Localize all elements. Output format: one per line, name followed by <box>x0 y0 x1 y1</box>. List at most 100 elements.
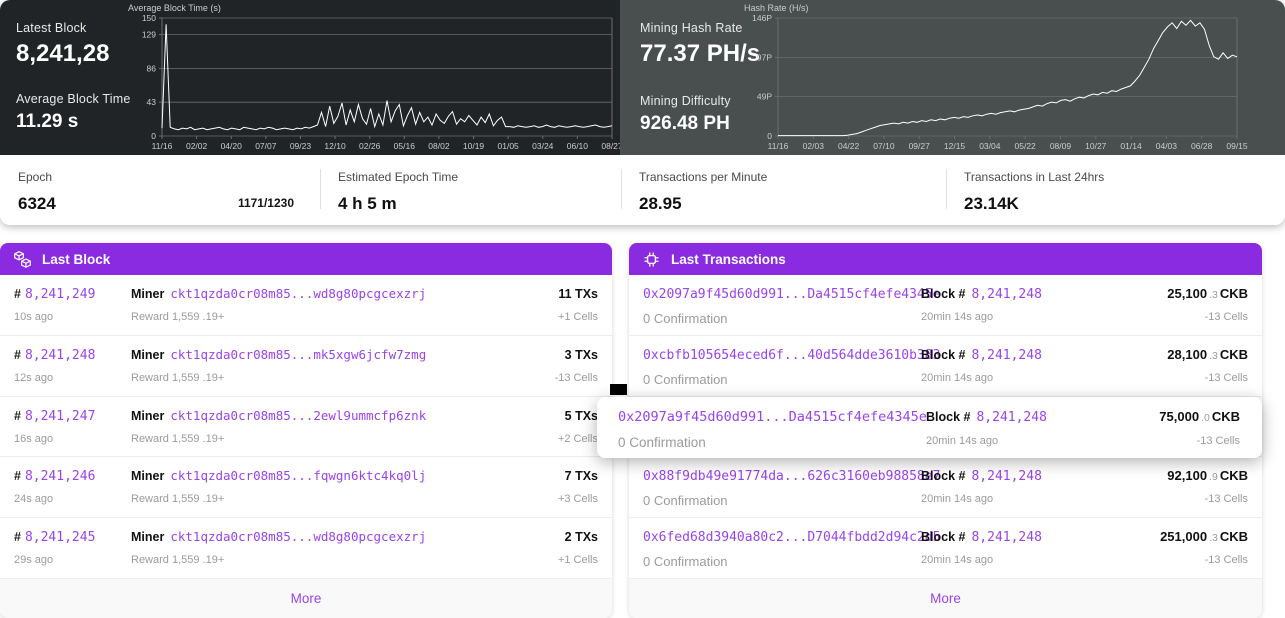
cells-delta: -13 Cells <box>1196 435 1240 447</box>
hash-prefix: # <box>14 347 21 362</box>
block-number-link[interactable]: #8,241,245 <box>14 530 96 546</box>
svg-text:12/10: 12/10 <box>324 141 346 151</box>
svg-text:43: 43 <box>147 97 157 107</box>
confirmation-status: 0 Confirmation <box>643 371 728 387</box>
svg-text:02/03: 02/03 <box>803 141 825 151</box>
ckb-unit: CKB <box>1219 529 1248 545</box>
tx-hash-link[interactable]: 0x2097a9f45d60d991...Da4515cf4efe4345e <box>643 287 941 302</box>
svg-text:08/02: 08/02 <box>428 141 450 151</box>
epoch-progress: 1171/1230 <box>237 196 294 210</box>
cells-delta: +3 Cells <box>557 493 598 506</box>
svg-text:03/04: 03/04 <box>979 141 1001 151</box>
miner-label: Miner <box>131 347 165 362</box>
metric-epoch: Epoch 6324 1171/1230 <box>0 155 320 225</box>
metric-epoch-time-label: Estimated Epoch Time <box>338 170 459 184</box>
miner-address-link[interactable]: ckt1qzda0cr08m85...wd8g80pcgcexzrj <box>170 286 427 301</box>
svg-text:129: 129 <box>142 30 156 40</box>
tx-count: 3 TXs <box>564 347 598 362</box>
avg-block-time-value: 11.29 s <box>16 111 79 132</box>
tx-age: 20min 14s ago <box>921 371 994 384</box>
latest-block-stat: Latest Block 8,241,28 <box>16 21 109 68</box>
svg-text:07/10: 07/10 <box>873 141 895 151</box>
block-time-chart: Average Block Time (s)150 129 86 43 011/16 02… <box>128 3 623 151</box>
avg-block-time-label: Average Block Time <box>16 92 131 106</box>
metrics-strip: Epoch 6324 1171/1230 Estimated Epoch Tim… <box>0 155 1285 225</box>
tx-hash-link[interactable]: 0x6fed68d3940a80c2...D7044fbdd2d94c2d5 <box>643 530 941 546</box>
transaction-row: 0x2097a9f45d60d991...Da4515cf4efe4345e B… <box>629 275 1262 335</box>
tx-amount: 28,100.3 CKB <box>1167 346 1248 362</box>
last-block-title: Last Block <box>42 251 111 267</box>
cells-delta: -13 Cells <box>554 371 598 384</box>
svg-text:Average Block Time (s): Average Block Time (s) <box>128 3 221 13</box>
latest-block-label: Latest Block <box>16 21 87 35</box>
metric-tx24h-value: 23.14K <box>964 194 1019 213</box>
miner-address-link[interactable]: ckt1qzda0cr08m85...2ewl9ummcfp6znk <box>170 407 427 423</box>
more-transactions-button[interactable]: More <box>930 591 961 606</box>
hovered-transaction-popup[interactable]: 0x2097a9f45d60d991...Da4515cf4efe4345e B… <box>597 397 1262 458</box>
tx-hash-link[interactable]: 0x2097a9f45d60d991...Da4515cf4efe4345e <box>618 409 927 425</box>
cells-delta: +1 Cells <box>557 554 598 567</box>
overview-charts-area: Latest Block 8,241,28 Average Block Time… <box>0 0 1285 155</box>
hash-rate-label: Mining Hash Rate <box>640 21 743 35</box>
miner-address-link[interactable]: ckt1qzda0cr08m85...wd8g80pcgcexzrj <box>170 529 427 545</box>
block-rows: #8,241,249 Miner ckt1qzda0cr08m85...wd8g8… <box>0 275 612 578</box>
block-number-link[interactable]: #8,241,246 <box>14 469 96 485</box>
block-number-link[interactable]: #8,241,249 <box>14 287 96 302</box>
miner-address-link[interactable]: ckt1qzda0cr08m85...fqwgn6ktc4kq0lj <box>170 468 427 484</box>
miner-address-link[interactable]: ckt1qzda0cr08m85...mk5xgw6jcfw7zmg <box>170 346 427 362</box>
svg-text:146P: 146P <box>752 13 772 23</box>
confirmation-status: 0 Confirmation <box>643 554 728 570</box>
difficulty-label: Mining Difficulty <box>640 94 731 108</box>
block-row: #8,241,245 Miner ckt1qzda0cr08m85...wd8g8… <box>0 517 612 578</box>
transaction-rows: 0x2097a9f45d60d991...Da4515cf4efe4345e B… <box>629 275 1262 578</box>
block-ref-link[interactable]: 8,241,248 <box>971 469 1042 485</box>
tx-hash-link[interactable]: 0xcbfb105654eced6f...40d564dde3610b383 <box>643 347 941 363</box>
svg-text:0: 0 <box>767 131 772 141</box>
block-number-link[interactable]: #8,241,247 <box>14 408 96 424</box>
cells-delta: -13 Cells <box>1204 554 1248 567</box>
miner-label: Miner <box>131 408 165 423</box>
block-ref-link[interactable]: 8,241,248 <box>971 347 1042 363</box>
tx-age: 20min 14s ago <box>926 435 999 447</box>
block-reward: Reward 1,559 .19+ <box>131 432 225 445</box>
last-transactions-footer: More <box>629 578 1262 618</box>
svg-text:150: 150 <box>142 13 156 23</box>
svg-text:10/19: 10/19 <box>463 141 485 151</box>
hash-rate-stat: Mining Hash Rate 77.37 PH/s <box>640 21 760 68</box>
svg-text:08/27: 08/27 <box>601 141 623 151</box>
difficulty-stat: Mining Difficulty 926.48 PH <box>640 94 731 135</box>
more-blocks-button[interactable]: More <box>290 591 322 606</box>
cells-delta: -13 Cells <box>1204 371 1248 384</box>
hash-prefix: # <box>14 408 21 423</box>
block-reward: Reward 1,559 .19+ <box>131 493 225 506</box>
difficulty-value: 926.48 PH <box>640 113 730 134</box>
metric-epoch-value: 6324 <box>18 194 56 213</box>
cells-delta: -13 Cells <box>1204 493 1248 506</box>
confirmation-status: 0 Confirmation <box>643 493 728 509</box>
svg-text:04/22: 04/22 <box>838 141 860 151</box>
tx-count: 5 TXs <box>564 408 598 423</box>
tx-amount: 75,000.0 CKB <box>1159 409 1240 424</box>
svg-text:Hash Rate (H/s): Hash Rate (H/s) <box>744 3 809 13</box>
blocks-icon <box>14 250 31 268</box>
cells-delta: -13 Cells <box>1204 311 1248 323</box>
block-ref-link[interactable]: 8,241,248 <box>976 410 1047 425</box>
block-reward: Reward 1,559 .19+ <box>131 371 225 384</box>
transactions-icon <box>644 251 659 267</box>
block-number-link[interactable]: #8,241,248 <box>14 347 96 363</box>
tx-hash-link[interactable]: 0x88f9db49e91774da...626c3160eb98858e7 <box>643 469 941 485</box>
block-row: #8,241,249 Miner ckt1qzda0cr08m85...wd8g8… <box>0 275 612 335</box>
miner-label: Miner <box>131 530 165 545</box>
block-ref-link[interactable]: 8,241,248 <box>971 287 1042 302</box>
svg-text:02/26: 02/26 <box>359 141 381 151</box>
tx-count: 2 TXs <box>564 530 598 545</box>
last-block-footer: More <box>0 578 612 618</box>
latest-block-value: 8,241,28 <box>16 40 110 67</box>
cells-delta: +2 Cells <box>557 432 598 445</box>
last-transactions-header: Last Transactions <box>629 243 1262 275</box>
ckb-unit: CKB <box>1219 286 1248 301</box>
svg-text:97P: 97P <box>757 53 772 63</box>
metric-tx24h-label: Transactions in Last 24hrs <box>964 170 1105 184</box>
block-ref-link[interactable]: 8,241,248 <box>971 530 1042 546</box>
metric-epoch-time: Estimated Epoch Time 4 h 5 m <box>320 155 621 225</box>
